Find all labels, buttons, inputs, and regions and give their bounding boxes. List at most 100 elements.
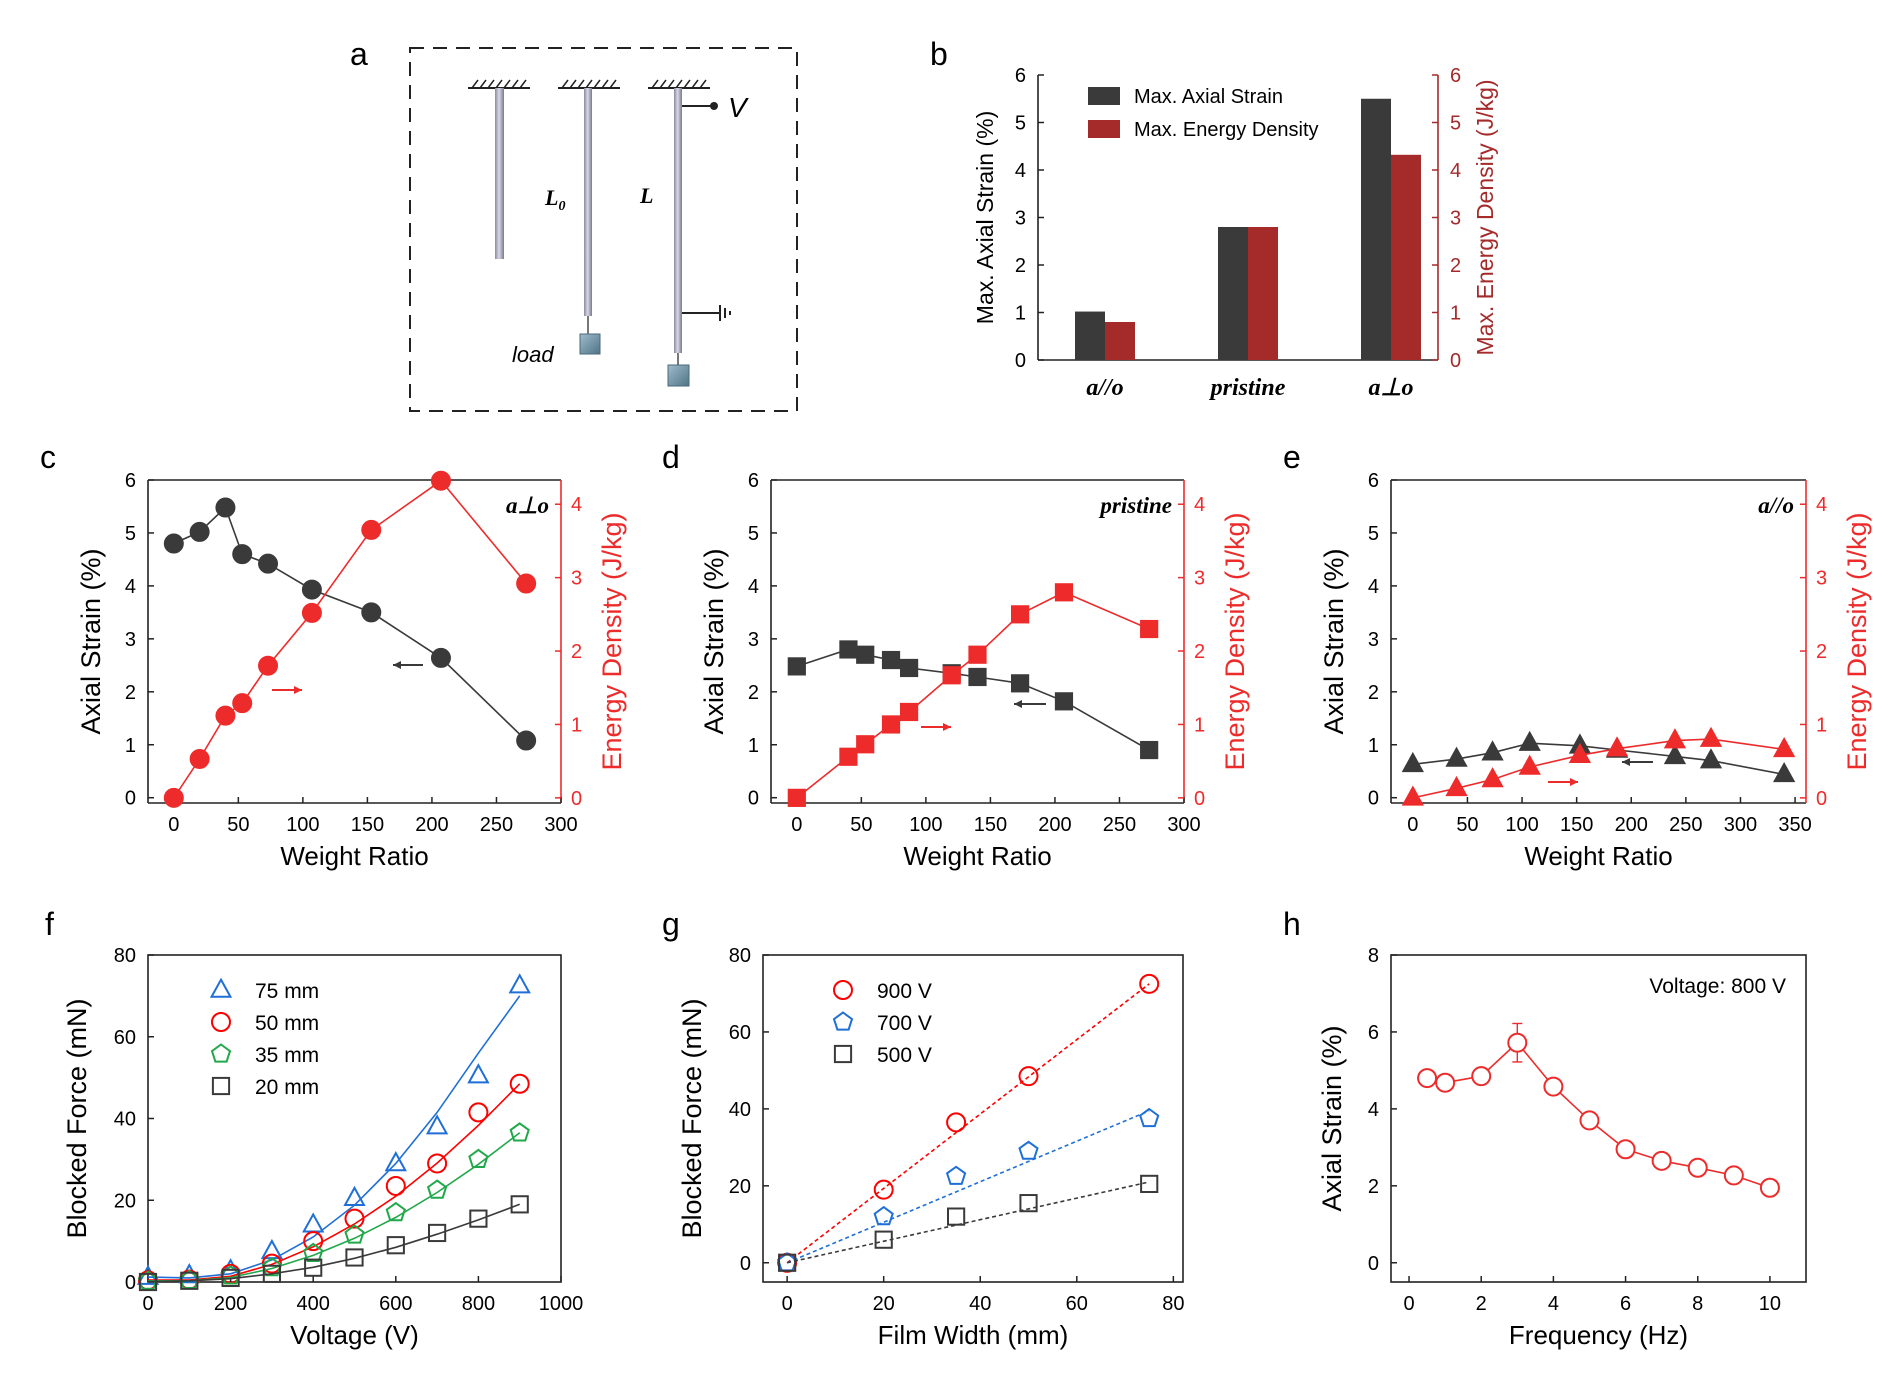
plot-frame xyxy=(147,954,562,1283)
panel-letter-g: g xyxy=(662,906,680,942)
data-point xyxy=(469,1209,488,1228)
y-right-tick-label: 1 xyxy=(1450,303,1461,325)
y-right-axis-title: Energy Density (J/kg) xyxy=(1220,512,1250,770)
x-tick-label: 100 xyxy=(1505,814,1538,836)
plot-frame xyxy=(762,954,1184,1283)
strain-line xyxy=(1426,1041,1771,1189)
rod-actuated xyxy=(674,88,682,353)
y-tick-label: 20 xyxy=(114,1190,136,1212)
y-tick-label: 2 xyxy=(1015,255,1026,277)
data-point xyxy=(385,1201,406,1222)
energy-point xyxy=(258,655,279,676)
strain-point xyxy=(361,602,382,623)
y-tick-label: 4 xyxy=(1368,1099,1379,1121)
y-tick-label: 40 xyxy=(114,1109,136,1131)
strain-point xyxy=(1140,740,1159,760)
panel-letter-d: d xyxy=(662,439,680,475)
data-point xyxy=(945,1165,967,1185)
y-tick-label: 40 xyxy=(729,1099,751,1121)
rod-loaded xyxy=(584,88,592,316)
data-point xyxy=(1507,1032,1528,1053)
legend-marker xyxy=(833,1044,853,1064)
legend-marker xyxy=(211,1076,231,1096)
legend-label: 900 V xyxy=(877,980,932,1003)
data-point xyxy=(343,1185,366,1206)
y-right-tick-label: 3 xyxy=(1816,568,1827,590)
strain-line xyxy=(1412,742,1785,776)
y-tick-label: 4 xyxy=(748,576,759,598)
data-point xyxy=(1759,1177,1780,1198)
x-tick-label: 800 xyxy=(462,1293,495,1315)
y-tick-label: 1 xyxy=(748,735,759,757)
data-point xyxy=(304,1258,323,1277)
legend-label: 700 V xyxy=(877,1012,932,1035)
y-tick-label: 0 xyxy=(125,788,136,810)
x-tick-label: 50 xyxy=(227,814,249,836)
chart-panel-d: 0 50 100 150 200 250 300 0 1 2 3 4 5 6 0 1 2 3 4 Weight Rat… xyxy=(699,470,1250,871)
y-right-tick-label: 1 xyxy=(1816,714,1827,736)
energy-point xyxy=(1010,605,1030,624)
y-tick-label: 1 xyxy=(1015,303,1026,325)
panel-letter-b: b xyxy=(930,36,948,72)
legend-swatch xyxy=(1088,120,1120,138)
x-tick-label: 50 xyxy=(1456,814,1478,836)
data-point xyxy=(1435,1072,1456,1093)
linear-fit xyxy=(786,1110,1150,1264)
panel-letter-h: h xyxy=(1283,906,1301,942)
y-tick-label: 6 xyxy=(1368,470,1379,492)
y-right-tick-label: 4 xyxy=(1816,494,1827,516)
data-point xyxy=(873,1205,894,1226)
data-point xyxy=(1018,1140,1039,1160)
energy-point xyxy=(1054,583,1074,602)
y-tick-label: 2 xyxy=(125,682,136,704)
y-axis-title: Blocked Force (mN) xyxy=(677,998,707,1238)
energy-point xyxy=(1699,726,1723,747)
load-box-2 xyxy=(667,364,690,387)
y-tick-label: 2 xyxy=(748,682,759,704)
arrow-head-icon xyxy=(294,686,302,694)
voltage-terminal xyxy=(710,102,718,110)
data-point xyxy=(947,1207,966,1226)
plot-frame xyxy=(1390,954,1807,1283)
y-axis-title: Axial Strain (%) xyxy=(1317,1025,1347,1211)
data-point xyxy=(302,1212,325,1233)
bar-energy-density xyxy=(1248,227,1278,360)
strain-point xyxy=(1773,761,1796,783)
x-tick-label: 150 xyxy=(1560,814,1593,836)
panel-letter-c: c xyxy=(40,439,56,475)
x-tick-label: 1000 xyxy=(539,1293,584,1315)
y-right-tick-label: 3 xyxy=(571,568,582,590)
data-point xyxy=(874,1230,893,1249)
x-tick-label: 8 xyxy=(1692,1293,1703,1315)
bar-axial-strain xyxy=(1361,98,1391,360)
label-V: V xyxy=(728,92,749,123)
x-axis-title: Weight Ratio xyxy=(1524,841,1672,871)
y-tick-label: 4 xyxy=(1368,576,1379,598)
y-tick-label: 2 xyxy=(1368,682,1379,704)
strain-point xyxy=(232,544,253,565)
label-load: load xyxy=(512,342,554,367)
data-point xyxy=(946,1112,967,1133)
strain-point xyxy=(1010,674,1030,693)
strain-point xyxy=(189,521,210,542)
x-tick-label: 50 xyxy=(850,814,872,836)
support-2 xyxy=(558,79,620,89)
data-point xyxy=(1687,1157,1708,1178)
y-right-tick-label: 0 xyxy=(1194,788,1205,810)
x-tick-label: 200 xyxy=(214,1293,247,1315)
strain-point xyxy=(787,657,806,676)
y-tick-label: 20 xyxy=(729,1176,751,1198)
legend-label: 35 mm xyxy=(255,1044,319,1067)
data-point xyxy=(261,1256,283,1277)
strain-point xyxy=(1054,692,1074,711)
y-tick-label: 0 xyxy=(1368,1253,1379,1275)
strain-point xyxy=(301,579,322,600)
arrow-head-icon xyxy=(1570,778,1578,786)
data-point xyxy=(510,1195,529,1214)
energy-point xyxy=(1568,742,1592,764)
arrow-head-icon xyxy=(1014,700,1022,708)
strain-point xyxy=(258,553,279,574)
y-axis-title: Max. Axial Strain (%) xyxy=(972,111,998,324)
x-tick-label: 150 xyxy=(351,814,384,836)
